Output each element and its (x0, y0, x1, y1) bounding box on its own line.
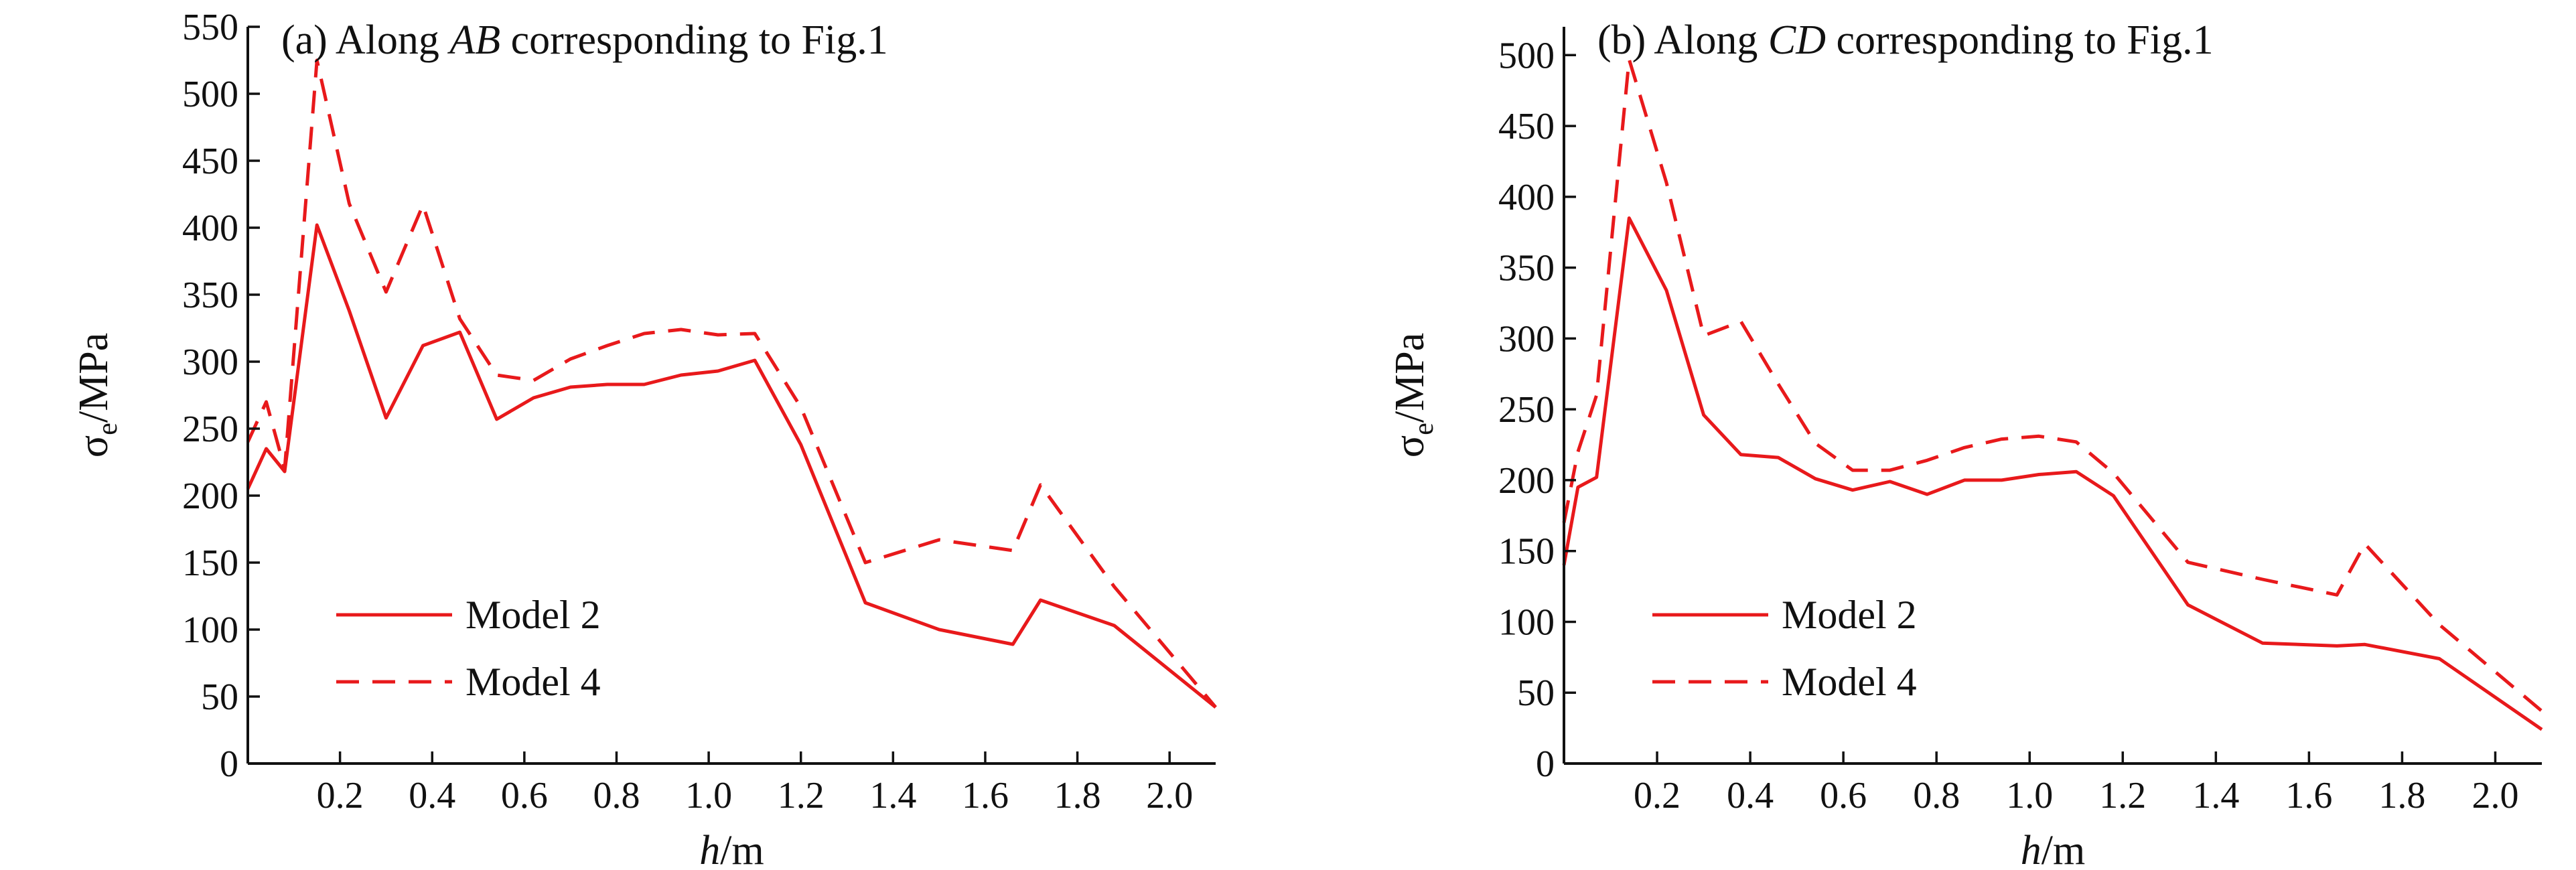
legend-b: Model 2 Model 4 (1652, 593, 1917, 704)
y-tick-label-b: 50 (1517, 672, 1555, 714)
y-tick-label-b: 200 (1498, 460, 1555, 502)
y-tick-label-a: 250 (182, 409, 238, 450)
y-tick-label-a: 100 (182, 609, 238, 651)
y-tick-label-b: 100 (1498, 601, 1555, 643)
series-lines-b (1562, 58, 2543, 731)
x-axis-label-b: h/m (2021, 828, 2085, 870)
y-tick-label-a: 350 (182, 275, 238, 316)
legend-label-model-2: Model 2 (466, 593, 601, 637)
y-tick-label-b: 450 (1498, 106, 1555, 147)
y-tick-label-a: 300 (182, 342, 238, 383)
x-tick-label-b: 1.0 (2006, 775, 2053, 816)
chart-title-b: (b) Along CD corresponding to Fig.1 (1597, 17, 2214, 63)
series-lines-a (246, 58, 1217, 709)
x-tick-label-b: 2.0 (2472, 775, 2518, 816)
x-tick-label-a: 1.0 (685, 775, 732, 816)
x-tick-label-b: 1.2 (2099, 775, 2146, 816)
x-tick-label-a: 1.8 (1054, 775, 1101, 816)
y-tick-label-a: 150 (182, 542, 238, 584)
x-tick-label-b: 0.2 (1634, 775, 1680, 816)
y-tick-label-a: 400 (182, 208, 238, 249)
chart-panel-b: 0 50 100 150 200 250 300 350 400 450 500 0.2 0.4 0.6 0… (1387, 17, 2543, 870)
chart-title-a: (a) Along AB corresponding to Fig.1 (281, 17, 888, 63)
x-tick-label-a: 0.4 (409, 775, 455, 816)
x-tick-label-b: 1.6 (2285, 775, 2332, 816)
y-tick-label-b: 300 (1498, 318, 1555, 360)
y-tick-label-a: 550 (182, 7, 238, 48)
legend-a: Model 2 Model 4 (336, 593, 601, 704)
x-tick-label-a: 0.2 (317, 775, 364, 816)
x-tick-label-a: 0.6 (501, 775, 548, 816)
x-tick-label-a: 2.0 (1146, 775, 1193, 816)
x-tick-label-a: 0.8 (593, 775, 640, 816)
x-tick-label-b: 0.8 (1913, 775, 1960, 816)
y-tick-label-b: 400 (1498, 177, 1555, 218)
legend-label-model-4: Model 4 (1782, 660, 1917, 704)
y-tick-label-b: 500 (1498, 35, 1555, 76)
x-tick-label-a: 1.2 (778, 775, 825, 816)
series-line-model-2-a (246, 223, 1217, 709)
axes-a (246, 27, 1216, 765)
ticks-b: 0 50 100 150 200 250 300 350 400 450 500 0.2 0.4 0.6 0… (1498, 35, 2518, 816)
y-tick-label-b: 0 (1536, 743, 1555, 785)
x-axis-label-a: h/m (699, 828, 764, 870)
x-tick-label-a: 1.6 (962, 775, 1009, 816)
x-tick-label-a: 1.4 (869, 775, 916, 816)
y-tick-label-b: 150 (1498, 531, 1555, 573)
y-axis-label-a: σe/MPa (71, 333, 123, 457)
x-tick-label-b: 1.4 (2192, 775, 2239, 816)
axes-b (1563, 27, 2542, 765)
x-tick-label-b: 1.8 (2378, 775, 2425, 816)
series-line-model-4-a (246, 58, 1217, 709)
chart-panel-a: 0 50 100 150 200 250 300 350 400 450 500 550 0.2 0.4 0… (71, 7, 1217, 870)
y-tick-label-a: 500 (182, 74, 238, 115)
ticks-a: 0 50 100 150 200 250 300 350 400 450 500 550 0.2 0.4 0… (182, 7, 1193, 816)
legend-label-model-2: Model 2 (1782, 593, 1917, 637)
y-axis-label-b: σe/MPa (1387, 333, 1439, 457)
series-line-model-4-b (1562, 58, 2543, 713)
y-tick-label-b: 350 (1498, 248, 1555, 289)
series-line-model-2-b (1562, 216, 2543, 731)
y-tick-label-a: 200 (182, 476, 238, 517)
x-tick-label-b: 0.4 (1727, 775, 1774, 816)
y-tick-label-b: 250 (1498, 389, 1555, 431)
legend-label-model-4: Model 4 (466, 660, 601, 704)
y-tick-label-a: 0 (220, 743, 238, 785)
x-tick-label-b: 0.6 (1820, 775, 1867, 816)
y-tick-label-a: 50 (201, 676, 238, 718)
y-tick-label-a: 450 (182, 141, 238, 182)
